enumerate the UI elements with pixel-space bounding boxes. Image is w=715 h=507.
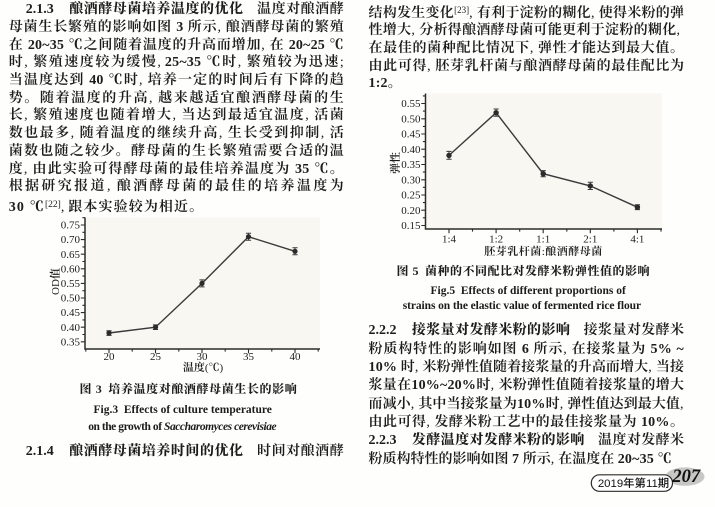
svg-text:胚芽乳杆菌:酿酒酵母菌: 胚芽乳杆菌:酿酒酵母菌	[484, 243, 603, 259]
svg-text:2:1: 2:1	[583, 234, 597, 246]
svg-text:0.70: 0.70	[61, 234, 81, 246]
svg-text:0.40: 0.40	[401, 144, 421, 156]
svg-text:25: 25	[150, 351, 162, 363]
svg-text:20: 20	[104, 351, 116, 363]
svg-text:温度(℃): 温度(℃)	[183, 359, 224, 375]
svg-text:0.60: 0.60	[61, 263, 81, 275]
svg-text:0.15: 0.15	[401, 220, 421, 232]
svg-text:1:4: 1:4	[442, 234, 457, 246]
svg-text:35: 35	[243, 351, 255, 363]
svg-text:4:1: 4:1	[630, 234, 644, 246]
svg-text:OD值: OD值	[47, 268, 63, 295]
svg-text:1:2: 1:2	[489, 234, 503, 246]
svg-text:0.50: 0.50	[401, 113, 421, 125]
svg-text:0.25: 0.25	[401, 190, 421, 202]
svg-text:0.45: 0.45	[61, 307, 81, 319]
svg-text:0.30: 0.30	[401, 174, 421, 186]
svg-text:0.65: 0.65	[61, 249, 81, 261]
svg-text:0.35: 0.35	[401, 159, 421, 171]
svg-text:207: 207	[671, 467, 701, 487]
svg-text:1:1: 1:1	[536, 234, 550, 246]
svg-text:0.45: 0.45	[401, 129, 421, 141]
svg-text:2019年第11期: 2019年第11期	[598, 475, 669, 491]
svg-text:0.75: 0.75	[61, 220, 81, 232]
svg-text:30: 30	[197, 351, 209, 363]
svg-text:0.35: 0.35	[61, 336, 81, 348]
svg-text:0.20: 0.20	[401, 205, 421, 217]
svg-text:0.50: 0.50	[61, 293, 81, 305]
svg-text:0.55: 0.55	[61, 278, 81, 290]
svg-text:0.40: 0.40	[61, 322, 81, 334]
svg-text:40: 40	[290, 351, 302, 363]
svg-text:弹性: 弹性	[387, 152, 403, 174]
svg-text:0.55: 0.55	[401, 98, 421, 110]
